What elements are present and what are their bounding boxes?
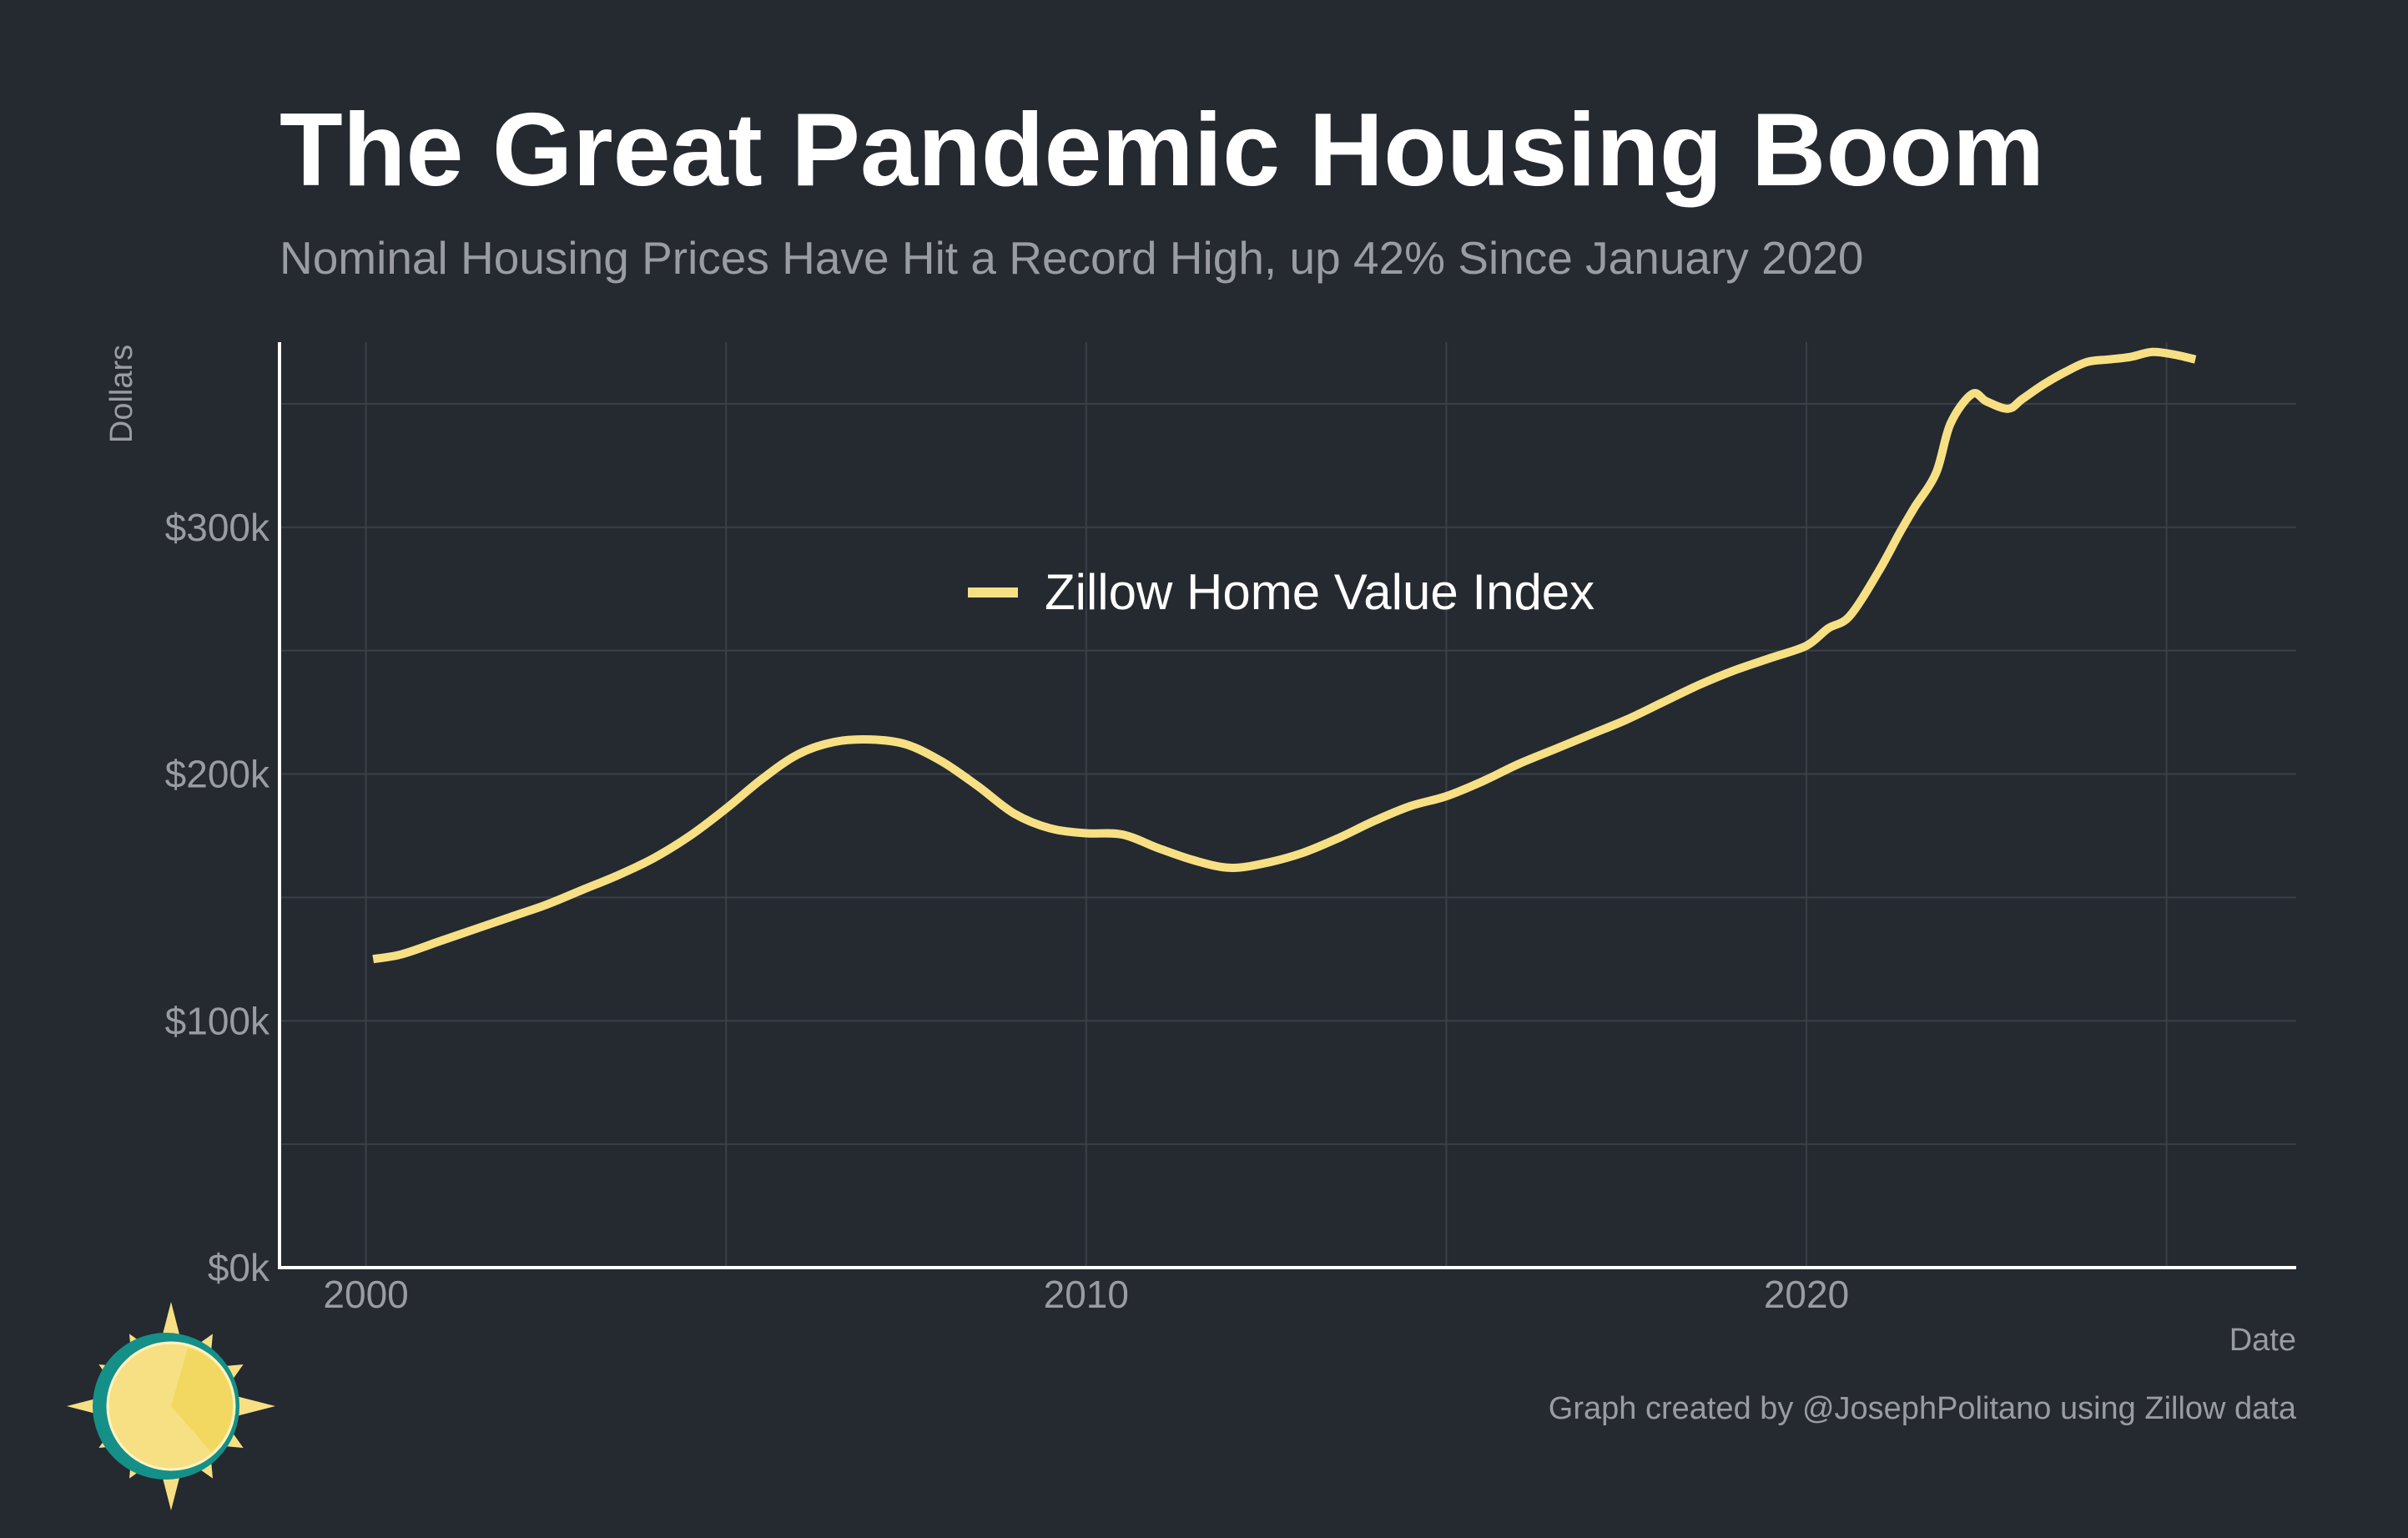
- legend-label: Zillow Home Value Index: [1045, 564, 1594, 620]
- y-tick-labels: $0k $100k $200k $300k: [165, 506, 270, 1289]
- sun-highlight: [106, 1341, 236, 1471]
- y-tick-label: $0k: [208, 1246, 270, 1289]
- chart-title: The Great Pandemic Housing Boom: [280, 93, 2044, 208]
- y-tick-label: $200k: [165, 753, 270, 796]
- y-tick-label: $300k: [165, 506, 270, 549]
- series-line: [372, 347, 2197, 964]
- x-tick-label: 2000: [323, 1273, 408, 1316]
- x-tick-label: 2020: [1764, 1273, 1849, 1316]
- chart-subtitle: Nominal Housing Prices Have Hit a Record…: [280, 232, 1863, 284]
- axes: [278, 342, 2296, 1269]
- x-tick-label: 2010: [1044, 1273, 1129, 1316]
- series-lines: [372, 347, 2197, 964]
- legend: Zillow Home Value Index: [968, 564, 1594, 620]
- x-axis-title: Date: [2229, 1323, 2296, 1358]
- sun-logo-icon: [67, 1302, 275, 1510]
- caption: Graph created by @JosephPolitano using Z…: [1549, 1391, 2297, 1426]
- x-tick-labels: 2000 2010 2020: [323, 1273, 1849, 1316]
- sun-wedge: [171, 1348, 233, 1452]
- gridlines: [280, 342, 2296, 1268]
- y-tick-label: $100k: [165, 999, 270, 1042]
- sun-ray: [228, 1394, 275, 1419]
- y-axis-title: Dollars: [104, 345, 139, 443]
